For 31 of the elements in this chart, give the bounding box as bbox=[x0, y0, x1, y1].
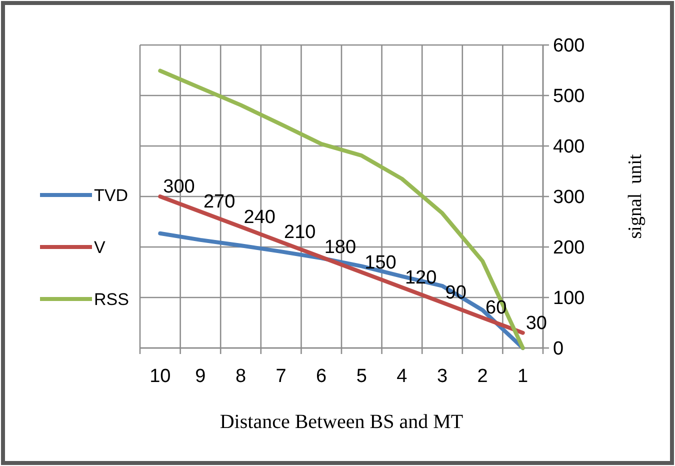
data-label: 270 bbox=[203, 192, 236, 213]
x-tick-label: 8 bbox=[235, 366, 246, 387]
data-label: 210 bbox=[284, 222, 316, 243]
x-axis-title: Distance Between BS and MT bbox=[220, 411, 464, 433]
line-series bbox=[158, 68, 525, 350]
data-label: 300 bbox=[163, 176, 195, 198]
y-tick-label: 500 bbox=[553, 86, 585, 108]
x-tick-label: 7 bbox=[276, 366, 286, 387]
y-tick-label: 400 bbox=[553, 136, 585, 158]
x-tick-label: 2 bbox=[477, 366, 488, 387]
legend-label: RSS bbox=[94, 290, 129, 309]
data-label: 180 bbox=[324, 237, 356, 258]
x-tick-label: 5 bbox=[356, 366, 367, 387]
x-tick-label: 6 bbox=[316, 366, 327, 387]
legend-label: V bbox=[94, 238, 106, 257]
data-label: 30 bbox=[526, 312, 547, 334]
x-tick-label: 1 bbox=[518, 366, 528, 387]
data-label: 150 bbox=[364, 252, 396, 274]
y-tick-label: 0 bbox=[553, 338, 564, 360]
y-tick-label: 300 bbox=[553, 187, 585, 208]
y-tick-label: 600 bbox=[553, 36, 585, 57]
y-axis-title: signal unit bbox=[625, 154, 646, 239]
data-label: 240 bbox=[244, 206, 276, 228]
x-tick-label: 4 bbox=[396, 366, 408, 387]
x-tick-label: 10 bbox=[150, 366, 171, 387]
y-tick-label: 100 bbox=[553, 288, 585, 310]
x-tick-label: 9 bbox=[195, 366, 206, 387]
y-tick-label: 200 bbox=[553, 238, 585, 259]
legend-label: TVD bbox=[94, 186, 128, 205]
x-tick-label: 3 bbox=[436, 366, 448, 387]
line-series bbox=[158, 194, 525, 335]
